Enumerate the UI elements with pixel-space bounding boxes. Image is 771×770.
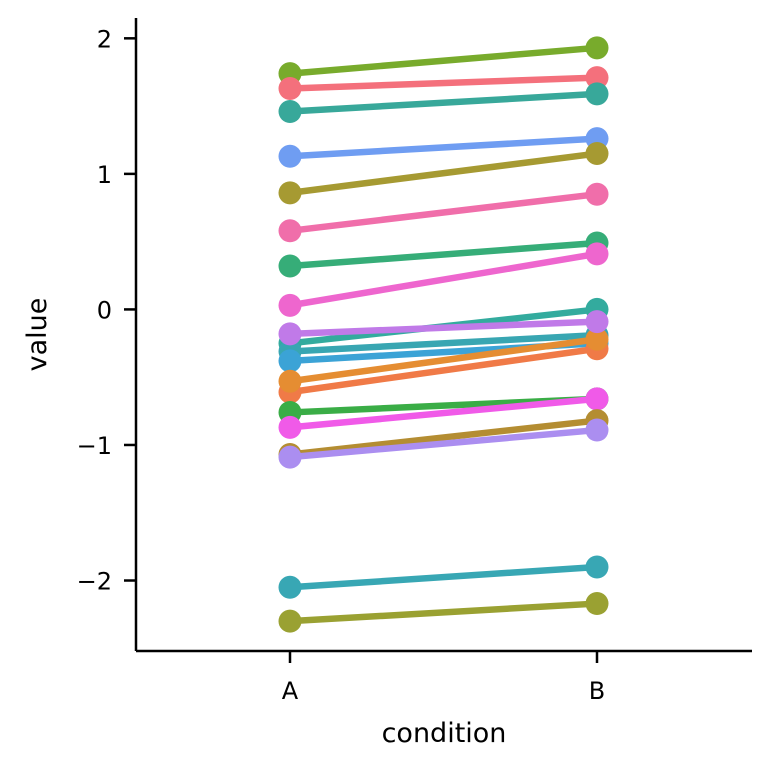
data-point — [278, 415, 302, 439]
series-line — [289, 250, 598, 309]
series-17 — [278, 310, 609, 346]
data-point — [585, 66, 609, 90]
y-axis-label: value — [22, 298, 53, 372]
y-axis-ticks: −2 −1 0 1 2 — [77, 25, 136, 596]
series-18 — [278, 555, 609, 599]
series-14 — [278, 387, 609, 439]
series-line — [289, 190, 598, 235]
data-point — [278, 349, 302, 373]
series-group — [278, 36, 609, 633]
data-point — [278, 609, 302, 633]
series-12 — [278, 327, 609, 393]
series-line — [289, 345, 598, 396]
x-tick-label: A — [282, 677, 299, 705]
series-line — [289, 90, 598, 115]
data-point — [585, 242, 609, 266]
data-point — [585, 555, 609, 579]
series-5 — [278, 182, 609, 243]
data-point — [278, 144, 302, 168]
data-point — [278, 322, 302, 346]
series-line — [289, 318, 598, 338]
data-point — [585, 327, 609, 351]
series-line — [289, 417, 598, 458]
y-tick-label: 0 — [97, 296, 112, 324]
series-2 — [278, 82, 609, 124]
data-point — [585, 592, 609, 616]
y-tick-label: 2 — [97, 25, 112, 53]
series-line — [289, 239, 598, 270]
series-line — [289, 150, 598, 197]
series-line — [289, 331, 598, 355]
data-point — [585, 387, 609, 411]
data-point — [278, 369, 302, 393]
data-point — [278, 293, 302, 317]
data-point — [278, 76, 302, 100]
series-4 — [278, 142, 609, 205]
y-tick-label: −2 — [77, 568, 112, 596]
series-16 — [278, 418, 609, 469]
data-point — [278, 575, 302, 599]
data-point — [278, 181, 302, 205]
series-19 — [278, 592, 609, 633]
data-point — [585, 82, 609, 106]
series-line — [289, 426, 598, 461]
series-1 — [278, 66, 609, 100]
series-7 — [278, 242, 609, 317]
data-point — [585, 418, 609, 442]
series-15 — [278, 409, 609, 466]
series-line — [289, 395, 598, 431]
series-line — [289, 336, 598, 385]
series-line — [289, 44, 598, 77]
series-line — [289, 600, 598, 625]
series-6 — [278, 231, 609, 278]
data-point — [278, 254, 302, 278]
series-line — [289, 74, 598, 92]
data-point — [278, 219, 302, 243]
y-tick-label: −1 — [77, 432, 112, 460]
data-point — [278, 445, 302, 469]
data-point — [585, 310, 609, 334]
series-line — [289, 563, 598, 591]
data-point — [585, 36, 609, 60]
x-tick-label: B — [589, 677, 605, 705]
data-point — [278, 100, 302, 124]
y-tick-label: 1 — [97, 161, 112, 189]
series-line — [289, 135, 598, 160]
data-point — [585, 142, 609, 166]
x-axis-label: condition — [382, 718, 507, 749]
data-point — [585, 182, 609, 206]
